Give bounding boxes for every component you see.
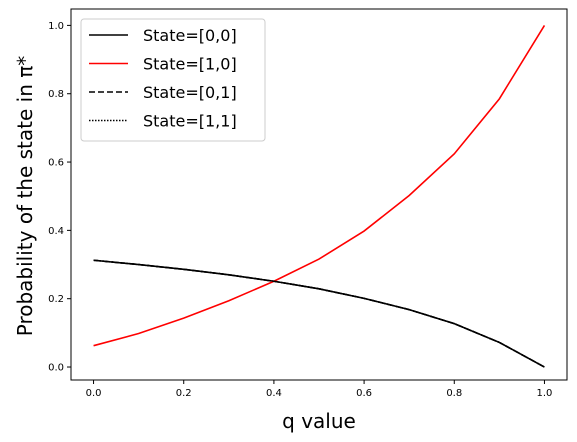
legend-label: State=[0,0] xyxy=(143,26,237,45)
x-tick-label: 0.4 xyxy=(266,388,282,399)
x-tick-label: 0.2 xyxy=(176,388,192,399)
y-axis-label: Probability of the state in π* xyxy=(13,56,37,337)
legend-frame xyxy=(80,18,266,142)
y-tick-label: 0.4 xyxy=(48,226,64,237)
y-tick-label: 1.0 xyxy=(48,21,64,32)
x-tick-label: 0.8 xyxy=(446,388,462,399)
y-tick-label: 0.8 xyxy=(48,89,64,100)
y-tick-label: 0.6 xyxy=(48,158,64,169)
x-axis-ticks: 0.0 0.2 0.4 0.6 0.8 1.0 xyxy=(86,380,553,399)
series-line-1 xyxy=(93,24,546,347)
series-lines xyxy=(93,24,546,368)
legend-label: State=[1,1] xyxy=(143,112,237,131)
series-line-3 xyxy=(93,259,545,368)
x-axis-label: q value xyxy=(282,409,356,433)
x-tick-label: 1.0 xyxy=(537,388,553,399)
x-tick-label: 0.0 xyxy=(86,388,102,399)
x-tick-label: 0.6 xyxy=(356,388,372,399)
y-axis-ticks: 0.0 0.2 0.4 0.6 0.8 1.0 xyxy=(48,21,71,374)
legend-label: State=[0,1] xyxy=(143,83,237,102)
y-tick-label: 0.0 xyxy=(48,363,64,374)
legend-label: State=[1,0] xyxy=(143,55,237,74)
y-tick-label: 0.2 xyxy=(48,294,64,305)
legend: State=[0,0] State=[1,0] State=[0,1] State=[… xyxy=(80,18,266,142)
